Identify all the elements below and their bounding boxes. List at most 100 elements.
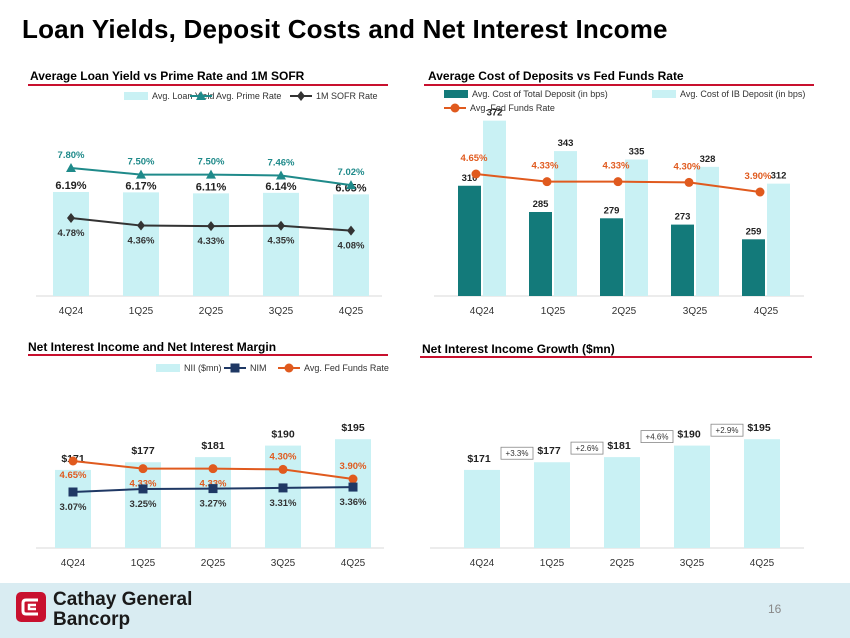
ib-deposit-bar-3Q25 [696,166,719,296]
deposit-cost-title: Average Cost of Deposits vs Fed Funds Ra… [428,69,684,83]
nim-point-1Q25 [138,484,148,494]
ib-deposit-label-4Q25: 312 [771,171,787,182]
sofr-rate-label-3Q25: 4.35% [268,236,295,247]
loan-yield-tick-1Q25: 1Q25 [129,306,154,317]
nii-growth-badge-label-0: +3.3% [506,449,529,458]
total-deposit-bar-3Q25 [671,224,694,296]
nii-nim-chart: NII ($mn) NIM Avg. Fed Funds Rate 4Q24 1Q25 2… [36,363,389,569]
nii-growth-tick-4Q24: 4Q24 [470,558,495,569]
deposit-cost-chart: Avg. Cost of Total Deposit (in bps) Avg. … [434,89,805,317]
loan-yield-tick-3Q25: 3Q25 [269,306,294,317]
nii-growth-bar-label-2Q25: $181 [607,440,631,452]
ib-deposit-label-4Q24: 372 [487,108,503,119]
ib-deposit-bar-1Q25 [554,151,577,296]
total-deposit-label-4Q25: 259 [746,226,762,237]
nii-growth-bar-3Q25 [674,445,710,548]
nim-fed-funds-point-2Q25 [208,464,218,474]
sofr-rate-label-2Q25: 4.33% [198,236,225,247]
total-deposit-label-4Q24: 310 [462,173,478,184]
nii-growth-tick-3Q25: 3Q25 [680,558,705,569]
deposit-fed-funds-label-4Q24: 4.65% [461,153,488,164]
legend-nim-marker [230,363,240,373]
deposit-cost-tick-3Q25: 3Q25 [683,306,708,317]
nii-growth-rule [420,356,812,358]
nim-label-4Q25: 3.36% [340,497,367,508]
legend-1m-sofr-rate-marker [297,91,305,101]
prime-rate-point-2Q25 [206,169,216,179]
total-deposit-bar-2Q25 [600,218,623,296]
loan-yield-tick-4Q25: 4Q25 [339,306,364,317]
nim-fed-funds-label-4Q24: 4.65% [60,470,87,481]
ib-deposit-label-3Q25: 328 [700,154,716,165]
nii-nim-title: Net Interest Income and Net Interest Mar… [28,340,277,354]
sofr-rate-label-1Q25: 4.36% [128,236,155,247]
prime-rate-point-1Q25 [136,169,146,179]
sofr-rate-label-4Q24: 4.78% [58,228,85,239]
deposit-fed-funds-point-3Q25 [684,177,694,187]
nii-nim-bar-label-4Q25: $195 [341,422,365,434]
total-deposit-bar-4Q25 [742,239,765,296]
legend-avg-loan-yield-label: Avg. Loan Yield [152,91,214,101]
loan-yield-bar-4Q24 [53,192,89,296]
nii-growth-tick-4Q25: 4Q25 [750,558,775,569]
loan-yield-bar-label-4Q24: 6.19% [55,180,86,192]
nim-fed-funds-label-1Q25: 4.33% [130,479,157,490]
loan-yield-bar-label-3Q25: 6.14% [265,181,296,193]
loan-yield-bar-3Q25 [263,192,299,296]
legend-fed-funds-rate-label: Avg. Fed Funds Rate [470,103,555,113]
nim-fed-funds-point-3Q25 [278,464,288,474]
deposit-fed-funds-label-2Q25: 4.33% [603,161,630,172]
nim-fed-funds-point-1Q25 [138,464,148,474]
prime-rate-point-3Q25 [276,170,286,180]
nim-fed-funds-point-4Q25 [348,474,358,484]
nii-nim-bar-4Q24 [55,469,91,548]
loan-yield-tick-4Q24: 4Q24 [59,306,84,317]
legend-nim-fed-funds-rate-label: Avg. Fed Funds Rate [304,363,389,373]
nii-growth-badge-2 [640,430,674,443]
ib-deposit-bar-2Q25 [625,159,648,296]
prime-rate-point-4Q24 [66,163,76,172]
legend-cost-total-deposit-swatch [444,90,468,98]
prime-rate-label-2Q25: 7.50% [198,157,225,168]
total-deposit-label-3Q25: 273 [675,212,691,223]
nii-nim-rule [28,354,388,356]
nii-growth-tick-2Q25: 2Q25 [610,558,635,569]
nim-point-2Q25 [208,484,218,494]
nii-growth-bar-4Q25 [744,439,780,548]
deposit-cost-tick-2Q25: 2Q25 [612,306,637,317]
nii-growth-chart: 4Q24 1Q25 2Q25 3Q25 4Q25 $171 $177 $181 $190 $195… [430,422,804,569]
deposit-cost-tick-4Q24: 4Q24 [470,306,495,317]
nii-growth-bar-label-4Q24: $171 [467,453,491,465]
cathay-logo-icon [16,592,46,622]
company-name: Cathay General Bancorp [53,590,192,630]
loan-yield-chart: Avg. Loan Yield Avg. Prime Rate 1M SOFR Ra… [36,91,382,317]
nii-growth-badge-1 [570,441,604,455]
sofr-rate-point-1Q25 [137,220,145,231]
nim-label-1Q25: 3.25% [130,499,157,510]
legend-nim-label: NIM [250,363,267,373]
sofr-rate-label-4Q25: 4.08% [338,241,365,252]
sofr-rate-point-2Q25 [207,221,215,232]
deposit-fed-funds-point-4Q24 [471,169,481,179]
total-deposit-bar-4Q24 [458,185,481,296]
nim-point-4Q24 [68,487,78,497]
nii-growth-bar-2Q25 [604,457,640,548]
total-deposit-label-2Q25: 279 [604,205,620,216]
nii-growth-bar-4Q24 [464,469,500,548]
deposit-fed-funds-point-1Q25 [542,177,552,187]
nii-nim-bar-4Q25 [335,439,371,548]
prime-rate-label-4Q25: 7.02% [338,167,365,178]
legend-cost-ib-deposit-swatch [652,90,676,98]
page-number: 16 [768,602,782,616]
legend-avg-prime-rate-marker [196,91,206,100]
deposit-fed-funds-point-4Q25 [755,187,765,197]
ib-deposit-bar-4Q25 [767,183,790,296]
sofr-rate-point-3Q25 [277,220,285,231]
legend-cost-total-deposit-label: Avg. Cost of Total Deposit (in bps) [472,89,608,99]
deposit-cost-tick-4Q25: 4Q25 [754,306,779,317]
deposit-fed-funds-label-3Q25: 4.30% [674,161,701,172]
prime-rate-label-1Q25: 7.50% [128,157,155,168]
nii-nim-bar-3Q25 [265,445,301,548]
loan-yield-tick-2Q25: 2Q25 [199,306,224,317]
legend-avg-loan-yield-swatch [124,92,148,100]
